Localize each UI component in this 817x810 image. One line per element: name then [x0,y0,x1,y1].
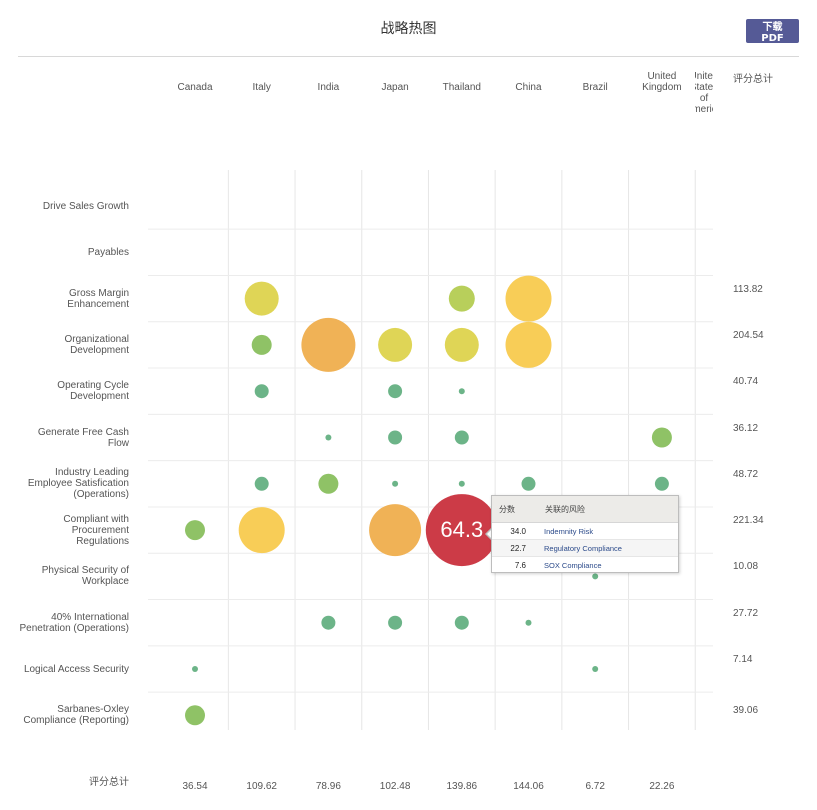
column-header: Brazil [582,82,608,93]
row-label: Physical Security of Workplace [41,565,129,588]
row-label: Organizational Development [64,333,129,356]
bubble[interactable] [525,619,532,626]
bubble[interactable] [388,615,403,630]
tooltip-risk-link[interactable]: SOX Compliance [544,560,602,570]
bubble[interactable] [185,705,205,726]
tooltip-row: 7.6 SOX Compliance [492,557,678,573]
page-title: 战略热图 [380,21,437,37]
bubble[interactable] [254,384,269,399]
bubble[interactable] [425,494,498,567]
bubble[interactable] [521,476,536,491]
bubble[interactable] [458,388,465,395]
tooltip-row: 34.0 Indemnity Risk [492,523,678,540]
row-total-value: 36.12 [733,422,759,434]
bubble[interactable] [301,317,356,372]
column-total-label: 评分总计 [89,777,129,788]
column-total-value: 144.06 [513,781,544,792]
column-total-value: 102.48 [379,781,411,792]
bubble[interactable] [454,615,469,630]
bubble[interactable] [448,285,475,312]
bubble[interactable] [654,476,669,491]
tooltip-score: 22.7 [510,543,526,553]
column-total-value: 22.26 [649,781,675,792]
tooltip-arrow-inner [487,529,492,539]
bubble[interactable] [244,281,279,316]
bubble[interactable] [325,434,332,441]
download-pdf-button[interactable]: 下载 PDF [746,19,799,44]
bubble[interactable] [444,327,479,362]
bubble[interactable] [318,473,339,494]
tooltip-header-risk: 关联的风险 [545,504,585,514]
row-label: Industry Leading Employee Satisfication (O… [27,467,129,501]
column-total-value: 109.62 [246,781,277,792]
bubble-value-label: 64.3 [440,517,484,543]
row-label: Gross Margin Enhancement [67,287,129,310]
bubble[interactable] [454,430,469,445]
tooltip-row: 22.7 Regulatory Compliance [492,540,678,557]
column-header: UnitedStatesofAmerica [695,71,713,115]
row-label: Sarbanes-Oxley Compliance (Reporting) [23,704,129,727]
bubble[interactable] [458,480,465,487]
bubble[interactable] [185,520,205,541]
tooltip-score: 7.6 [514,560,526,570]
column-header: Canada [177,82,213,93]
tooltip-header: 分数 关联的风险 [492,496,678,523]
bubble[interactable] [254,476,269,491]
row-total-value: 48.72 [733,468,759,480]
bubble[interactable] [192,666,198,672]
column-header: China [515,82,542,93]
column-header: India [317,82,340,93]
tooltip-risk-link[interactable]: Indemnity Risk [544,526,594,536]
row-total-header: 评分总计 [733,74,773,85]
bubble[interactable] [592,666,599,672]
risk-tooltip: 分数 关联的风险 34.0 Indemnity Risk 22.7 Regula… [491,495,679,573]
row-total-value: 27.72 [733,607,759,619]
row-total-value: 204.54 [733,329,764,341]
row-label: Operating Cycle Development [57,380,129,403]
bubble[interactable] [505,321,552,368]
title-divider [18,56,799,57]
bubble[interactable] [321,615,336,630]
bubble[interactable] [725,295,733,303]
row-total-value: 113.82 [733,283,763,295]
row-label: Compliant with Procurement Regulations [63,513,129,547]
column-header: Italy [252,82,271,93]
column-total-value: 78.96 [315,781,341,792]
column-total-value: 6.72 [585,781,605,792]
row-label: 40% International Penetration (Operations… [19,611,129,634]
bubble[interactable] [251,334,272,355]
bubble[interactable] [369,504,422,557]
row-label: Drive Sales Growth [42,200,129,212]
row-label: Logical Access Security [23,663,129,675]
column-header: United Kingdom [642,71,682,93]
bubble[interactable] [388,430,403,445]
row-total-value: 40.74 [733,376,759,388]
row-total-value: 10.08 [733,561,759,573]
row-total-value: 7.14 [733,654,753,665]
row-label: Generate Free Cash Flow [37,426,129,449]
row-total-value: 221.34 [733,515,764,527]
bubble[interactable] [505,275,552,322]
column-total-value: 139.86 [446,781,478,792]
row-total-value: 39.06 [733,705,759,717]
bubble[interactable] [238,507,285,554]
bubble[interactable] [378,327,413,362]
column-header: Japan [381,82,409,93]
bubble[interactable] [392,480,399,487]
tooltip-score: 34.0 [510,526,526,536]
column-total-value: 36.54 [182,781,208,792]
row-label: Payables [87,246,129,258]
bubble[interactable] [592,573,599,580]
tooltip-risk-link[interactable]: Regulatory Compliance [544,543,622,553]
bubble[interactable] [388,384,403,399]
bubble[interactable] [651,427,672,448]
column-header: Thailand [442,82,481,93]
tooltip-header-score: 分数 [499,504,515,514]
